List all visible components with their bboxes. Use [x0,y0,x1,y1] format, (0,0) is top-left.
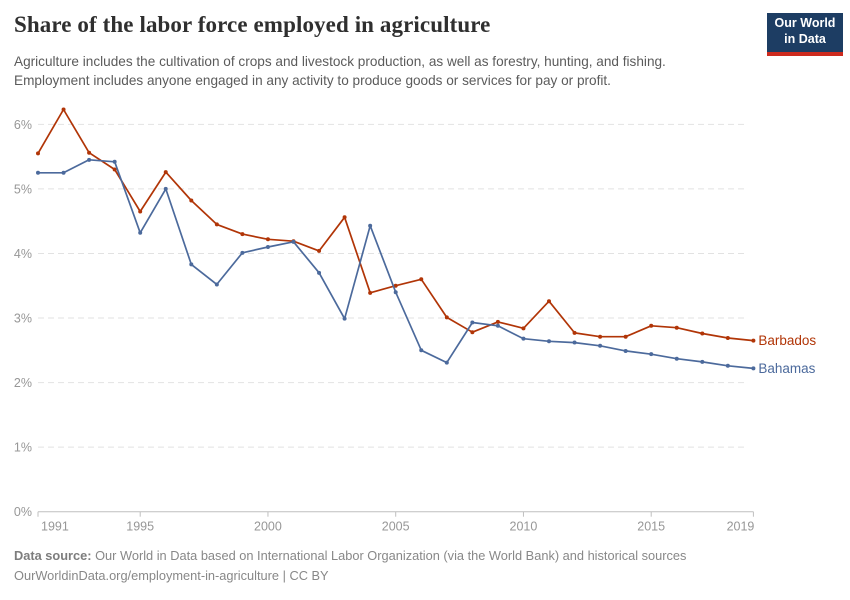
y-tick-label: 2% [14,376,32,390]
data-point-bahamas-2007 [444,360,449,365]
data-point-bahamas-2019 [751,366,756,371]
data-point-bahamas-2011 [547,339,551,344]
data-point-bahamas-2003 [342,316,347,321]
x-tick-label: 2005 [382,520,410,534]
data-point-barbados-2005 [393,283,398,288]
y-tick-label: 4% [14,247,32,261]
data-point-barbados-2016 [674,325,679,330]
data-point-bahamas-2013 [598,343,603,348]
data-point-barbados-2018 [725,336,730,341]
y-tick-label: 0% [14,505,32,519]
x-tick-label: 2015 [637,520,665,534]
data-source-label: Data source: [14,548,92,563]
data-point-bahamas-2009 [495,323,500,328]
data-source-line: Data source: Our World in Data based on … [14,546,686,566]
data-point-bahamas-1995 [138,230,143,235]
data-point-bahamas-2017 [700,359,705,364]
license-link[interactable]: OurWorldinData.org/employment-in-agricul… [14,568,329,583]
data-point-bahamas-2015 [649,352,654,357]
data-point-bahamas-2005 [393,290,398,295]
subtitle-line-2: Employment includes anyone engaged in an… [14,73,611,88]
data-point-bahamas-1996 [163,186,168,191]
data-point-barbados-2003 [342,215,347,220]
data-point-bahamas-1997 [189,262,194,267]
chart-footer: Data source: Our World in Data based on … [14,546,686,586]
data-point-bahamas-1993 [87,157,92,162]
series-line-bahamas [37,158,755,370]
data-point-barbados-2007 [444,315,449,320]
data-point-barbados-2004 [368,290,373,295]
data-source-text: Our World in Data based on International… [91,548,687,563]
data-point-bahamas-2010 [521,336,526,341]
data-point-bahamas-2001 [291,239,296,244]
data-point-bahamas-1992 [61,170,66,175]
data-point-barbados-2006 [419,277,424,282]
data-point-bahamas-1999 [240,250,245,255]
data-point-barbados-1997 [189,198,194,203]
data-point-bahamas-1998 [214,282,219,287]
x-tick-label: 1991 [41,520,69,534]
data-point-bahamas-2002 [317,270,322,275]
data-point-barbados-1998 [214,222,219,227]
chart-subtitle: Agriculture includes the cultivation of … [14,52,666,90]
y-tick-label: 6% [14,118,32,132]
subtitle-line-1: Agriculture includes the cultivation of … [14,54,666,69]
owid-logo-line-1: Our World [774,16,836,30]
series-label-bahamas: Bahamas [758,361,815,376]
data-point-barbados-2014 [623,334,628,339]
data-point-bahamas-1994 [112,159,117,164]
series-label-barbados: Barbados [758,333,816,348]
data-point-barbados-2013 [598,334,603,339]
data-point-barbados-1996 [163,170,168,175]
data-point-bahamas-2000 [265,245,270,250]
data-point-bahamas-2018 [725,363,730,368]
data-point-barbados-2009 [495,319,500,324]
x-tick-label: 2019 [727,520,755,534]
line-chart-canvas: 0% 1% 2% 3% 4% 5% 6% 1991 1995 2000 2005 2010 2015 20… [14,107,816,534]
y-tick-label: 1% [14,441,32,455]
data-point-barbados-1993 [87,150,92,155]
data-point-barbados-2002 [317,248,322,253]
data-point-barbados-2010 [521,326,526,331]
data-point-bahamas-2004 [368,223,373,228]
x-tick-label: 1995 [126,520,154,534]
y-tick-label: 5% [14,182,32,196]
data-point-barbados-1999 [240,232,245,237]
x-tick-label: 2000 [254,520,282,534]
page-title: Share of the labor force employed in agr… [14,12,491,37]
data-point-barbados-2019 [751,338,756,343]
y-tick-label: 3% [14,312,32,326]
data-point-barbados-1994 [112,167,117,172]
data-point-barbados-2012 [572,330,577,335]
data-point-bahamas-2006 [419,348,424,353]
data-point-bahamas-2008 [470,320,475,325]
data-point-barbados-2000 [265,237,270,242]
data-point-bahamas-1991 [36,170,40,175]
data-point-barbados-2008 [470,330,475,335]
data-point-barbados-1992 [61,107,66,112]
data-point-bahamas-2016 [674,356,679,361]
owid-logo: Our World in Data [767,13,843,56]
x-tick-label: 2010 [510,520,538,534]
data-point-barbados-2011 [547,299,551,304]
data-point-bahamas-2012 [572,340,577,345]
data-point-bahamas-2014 [623,348,628,353]
data-point-barbados-1995 [138,209,143,214]
data-point-barbados-1991 [36,151,40,156]
data-point-barbados-2017 [700,331,705,336]
data-point-barbados-2015 [649,323,654,328]
owid-logo-line-2: in Data [784,31,826,46]
